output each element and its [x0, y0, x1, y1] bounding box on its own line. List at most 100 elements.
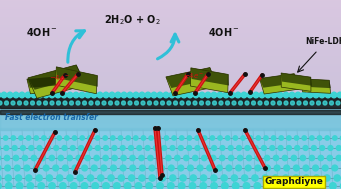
Bar [0, 127, 341, 128]
Circle shape [57, 175, 63, 181]
Bar [0, 103, 341, 104]
Circle shape [159, 175, 166, 181]
Text: 4OH$^-$: 4OH$^-$ [208, 26, 240, 38]
Bar [0, 45, 341, 46]
Circle shape [228, 146, 233, 150]
Circle shape [333, 136, 337, 140]
Circle shape [279, 136, 283, 140]
Bar [0, 63, 341, 64]
Circle shape [81, 183, 88, 189]
Polygon shape [56, 67, 98, 87]
Circle shape [103, 155, 108, 161]
Circle shape [313, 175, 320, 181]
Bar [0, 76, 341, 77]
Circle shape [121, 92, 127, 98]
Circle shape [289, 92, 295, 98]
Bar [0, 184, 341, 185]
Circle shape [63, 101, 67, 105]
Circle shape [178, 165, 184, 171]
Circle shape [7, 92, 13, 98]
Bar [0, 147, 341, 148]
Circle shape [225, 136, 230, 140]
Circle shape [101, 165, 107, 171]
Bar [0, 36, 341, 37]
Circle shape [73, 92, 79, 98]
Bar [0, 102, 341, 103]
Circle shape [253, 146, 258, 150]
Circle shape [13, 92, 19, 98]
Circle shape [207, 165, 212, 171]
Bar [0, 97, 341, 98]
Circle shape [159, 165, 164, 171]
Circle shape [178, 183, 185, 189]
Bar [0, 111, 341, 112]
Polygon shape [28, 65, 83, 90]
Circle shape [5, 165, 11, 171]
Bar [0, 29, 341, 30]
Circle shape [180, 101, 184, 105]
Circle shape [65, 136, 69, 140]
Bar [0, 157, 341, 158]
Polygon shape [166, 67, 217, 96]
Circle shape [311, 146, 316, 150]
Circle shape [62, 146, 67, 150]
Bar [0, 180, 341, 181]
Circle shape [0, 165, 1, 171]
Circle shape [27, 136, 31, 140]
Circle shape [103, 92, 109, 98]
Circle shape [157, 136, 161, 140]
Bar [0, 150, 341, 151]
Bar [0, 12, 341, 13]
Circle shape [118, 175, 124, 181]
Text: $-4e^-$: $-4e^-$ [183, 71, 205, 81]
Bar [0, 142, 341, 143]
Bar [0, 95, 341, 130]
Circle shape [34, 136, 39, 140]
Circle shape [164, 136, 168, 140]
Bar [0, 120, 341, 121]
Bar [0, 20, 341, 21]
Circle shape [20, 146, 25, 150]
Bar [0, 99, 341, 100]
Circle shape [120, 165, 126, 171]
Circle shape [97, 92, 103, 98]
Bar [0, 43, 341, 44]
Bar [0, 132, 341, 133]
Circle shape [272, 175, 279, 181]
Circle shape [4, 155, 10, 161]
Circle shape [331, 92, 337, 98]
Circle shape [187, 136, 192, 140]
Bar [0, 8, 341, 9]
Circle shape [109, 92, 115, 98]
Bar [0, 186, 341, 187]
Circle shape [168, 165, 174, 171]
Circle shape [135, 183, 142, 189]
Circle shape [157, 183, 163, 189]
Circle shape [24, 101, 28, 105]
Circle shape [233, 136, 238, 140]
Circle shape [180, 136, 184, 140]
Circle shape [282, 155, 287, 161]
Circle shape [221, 175, 227, 181]
Bar [0, 101, 341, 102]
Circle shape [313, 165, 318, 171]
Bar [0, 13, 341, 14]
Bar [0, 2, 341, 3]
Bar [0, 79, 341, 80]
Circle shape [193, 155, 198, 161]
Circle shape [76, 155, 81, 161]
Text: Fast electron transfer: Fast electron transfer [5, 114, 98, 122]
Circle shape [293, 175, 299, 181]
Circle shape [273, 155, 279, 161]
Bar [0, 135, 341, 136]
Circle shape [340, 136, 341, 140]
Circle shape [40, 155, 45, 161]
Bar [0, 89, 341, 90]
Circle shape [139, 155, 144, 161]
Circle shape [141, 101, 145, 105]
Bar [0, 138, 341, 139]
Circle shape [278, 101, 282, 105]
Bar [0, 175, 341, 176]
Circle shape [30, 101, 34, 105]
Bar [0, 65, 341, 66]
